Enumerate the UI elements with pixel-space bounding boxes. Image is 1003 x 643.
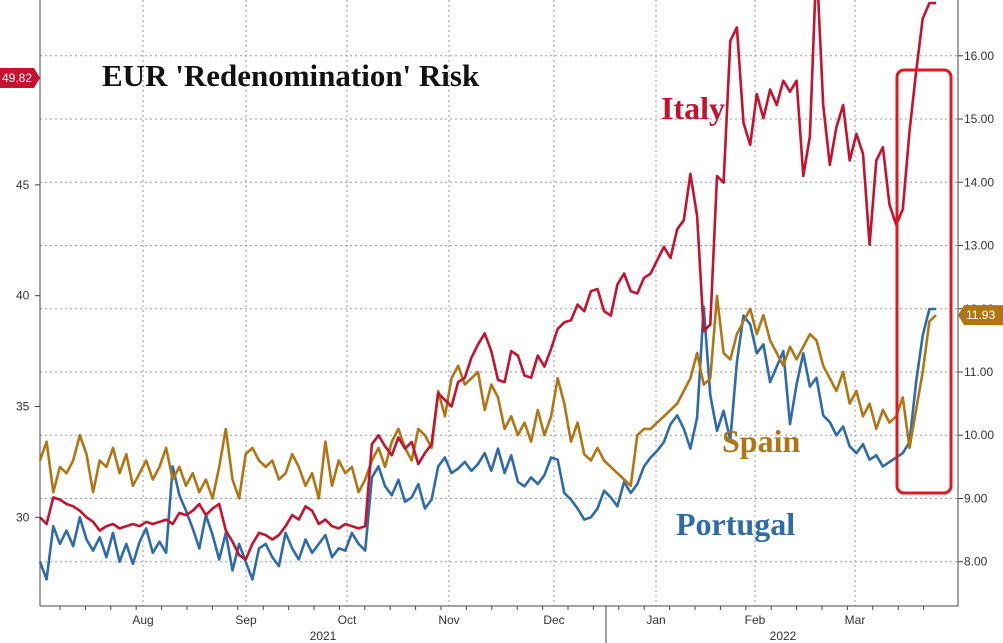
label-portugal: Portugal [676,506,795,542]
right-tick-label: 14.00 [964,175,994,189]
left-tick-label: 30 [16,510,30,524]
series-lines [38,0,937,581]
value-callouts: 49.82 11.93 [0,68,1003,326]
left-tick-label: 45 [16,178,30,192]
right-last-value: 11.93 [966,308,995,322]
highlight-box [895,68,953,495]
axes [35,0,963,643]
x-tick-label: Mar [845,613,866,627]
x-tick-label: Aug [132,613,153,627]
right-last-value-badge [958,305,1003,326]
left-last-value: 49.82 [2,71,32,85]
year-label: 2022 [770,629,797,643]
left-tick-label: 35 [16,400,30,414]
right-tick-label: 8.00 [964,555,988,569]
series-spain [38,294,937,500]
chart-title: EUR 'Redenomination' Risk [102,58,480,93]
series-italy [39,0,936,561]
x-tick-label: Sep [235,613,257,627]
year-label: 2021 [310,629,337,643]
label-spain: Spain [722,423,800,459]
right-tick-label: 13.00 [964,239,994,253]
x-tick-label: Jan [646,613,665,627]
right-tick-label: 15.00 [964,112,994,126]
right-tick-label: 9.00 [964,491,988,505]
left-tick-label: 40 [16,289,30,303]
label-italy: Italy [661,90,725,126]
right-tick-label: 16.00 [964,49,994,63]
right-tick-label: 11.00 [964,365,993,379]
left-last-value-badge [0,68,40,88]
x-tick-label: Nov [438,613,459,627]
right-tick-label: 10.00 [964,428,994,442]
gridlines [40,0,958,606]
series-portugal [38,305,936,581]
x-tick-label: Oct [338,613,357,627]
x-tick-label: Feb [745,613,766,627]
annotations: EUR 'Redenomination' Risk Italy Spain Po… [102,58,800,542]
x-tick-label: Dec [543,613,564,627]
